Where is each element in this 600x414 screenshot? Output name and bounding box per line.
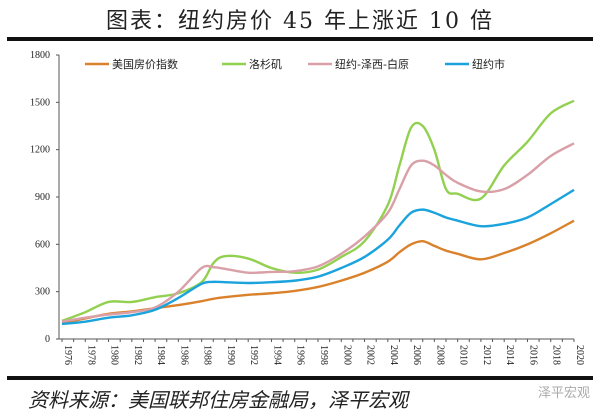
chart-title: 图表：纽约房价 45 年上涨近 10 倍 [106, 9, 494, 34]
x-tick-label: 2012 [481, 345, 492, 365]
series-line-2 [61, 142, 575, 323]
y-tick-label: 600 [35, 239, 50, 250]
x-tick-label: 1990 [225, 345, 236, 365]
x-tick-label: 1986 [178, 345, 189, 365]
x-tick-label: 1982 [132, 345, 143, 365]
legend-label-1: 洛杉矶 [249, 57, 282, 71]
x-tick-label: 2008 [434, 345, 445, 365]
x-tick-label: 2004 [388, 345, 399, 365]
x-tick-label: 1984 [155, 345, 166, 365]
x-tick-label: 1980 [109, 345, 120, 365]
x-tick-label: 2010 [458, 345, 469, 365]
x-tick-label: 1994 [271, 345, 282, 365]
x-tick-label: 1992 [248, 345, 259, 365]
x-tick-label: 1996 [295, 345, 306, 365]
series-line-1 [61, 99, 575, 322]
top-divider [7, 37, 593, 41]
legend-label-0: 美国房价指数 [112, 57, 178, 71]
y-tick-label: 1800 [30, 50, 50, 61]
bottom-divider [7, 376, 593, 380]
x-tick-label: 1976 [62, 345, 73, 365]
y-tick-label: 300 [35, 287, 50, 298]
x-tick-label: 1988 [202, 345, 213, 365]
x-tick-label: 2016 [527, 345, 538, 365]
source-note: 资料来源：美国联邦住房金融局，泽平宏观 [28, 388, 408, 412]
series-line-0 [61, 219, 575, 325]
x-tick-label: 2020 [574, 345, 585, 365]
x-tick-label: 2014 [504, 345, 515, 365]
y-tick-label: 1200 [30, 145, 50, 156]
watermark: 泽平宏观 [537, 386, 590, 401]
x-tick-label: 2002 [365, 345, 376, 365]
legend-label-2: 纽约-泽西-白原 [335, 57, 409, 71]
series-line-3 [61, 188, 575, 326]
x-tick-label: 1998 [318, 345, 329, 365]
legend-label-3: 纽约市 [472, 57, 505, 71]
x-tick-label: 2006 [411, 345, 422, 365]
y-tick-label: 1500 [30, 97, 50, 108]
y-tick-label: 0 [45, 334, 50, 345]
x-tick-label: 1978 [85, 345, 96, 365]
x-tick-label: 2018 [551, 345, 562, 365]
y-tick-label: 900 [35, 192, 50, 203]
x-tick-label: 2000 [341, 345, 352, 365]
